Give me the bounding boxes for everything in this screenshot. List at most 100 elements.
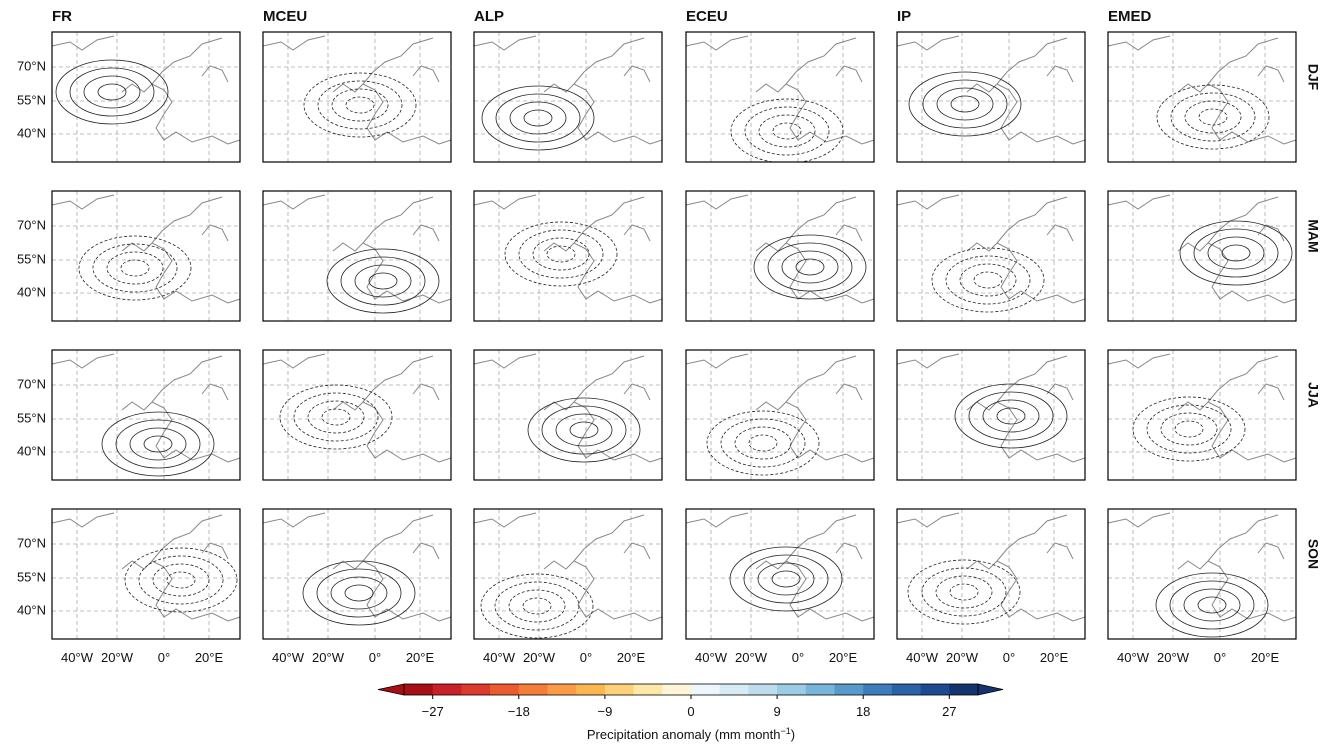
contour	[954, 383, 1068, 449]
panel-frame	[896, 31, 1086, 163]
contour	[729, 546, 843, 612]
map-panel	[896, 31, 1086, 163]
contour	[83, 75, 141, 109]
coastline	[685, 353, 875, 463]
lat-label: 40°N	[17, 602, 46, 617]
map-panel	[685, 349, 875, 481]
coastline	[896, 353, 1086, 463]
panel-frame	[473, 349, 663, 481]
column-title: ALP	[474, 8, 504, 25]
row-label: JJA	[1305, 382, 1321, 408]
lat-label: 70°N	[17, 535, 46, 550]
contour	[757, 562, 815, 596]
coastline	[262, 353, 452, 463]
panel-bg	[1108, 509, 1296, 639]
colorbar-tick-label: 0	[687, 704, 694, 719]
colorbar-bin	[719, 684, 749, 695]
contour	[302, 560, 416, 626]
panel-bg	[686, 191, 874, 321]
panel-frame	[262, 190, 452, 322]
row-label: SON	[1305, 539, 1321, 569]
coastline	[685, 35, 875, 145]
contour	[748, 434, 778, 452]
contour	[321, 408, 351, 426]
map-panel	[1107, 190, 1297, 322]
panel-frame	[51, 349, 241, 481]
lon-label: 0°	[792, 650, 804, 665]
colorbar-bin	[547, 684, 577, 695]
contour	[1146, 404, 1232, 454]
map-panel	[685, 31, 875, 163]
panel-frame	[896, 508, 1086, 640]
colorbar-tick-label: 9	[773, 704, 780, 719]
map-panel	[473, 190, 663, 322]
contour	[758, 114, 816, 148]
panel-bg	[52, 350, 240, 480]
panel-bg	[897, 350, 1085, 480]
contour	[101, 411, 215, 477]
column-title: EMED	[1108, 8, 1152, 25]
lon-label: 20°E	[617, 650, 646, 665]
colorbar-label: Precipitation anomaly (mm month−1)	[587, 726, 795, 742]
coastline	[51, 512, 241, 622]
lat-label: 40°N	[17, 443, 46, 458]
colorbar-bin	[805, 684, 835, 695]
contour	[481, 85, 595, 151]
coastline	[685, 512, 875, 622]
row-label: MAM	[1305, 219, 1321, 252]
contour	[949, 583, 979, 601]
contour	[935, 575, 993, 609]
map-panel	[473, 31, 663, 163]
contour	[907, 559, 1021, 625]
panel-bg	[52, 32, 240, 162]
colorbar-label-sup: −1	[781, 726, 791, 736]
lon-label: 40°W	[272, 650, 305, 665]
colorbar-bin	[633, 684, 663, 695]
coastline	[51, 194, 241, 304]
contour	[344, 584, 374, 602]
contour	[293, 392, 379, 442]
lon-label: 0°	[580, 650, 592, 665]
panel-bg	[686, 509, 874, 639]
contour	[166, 571, 196, 589]
panel-frame	[685, 31, 875, 163]
contour	[1156, 84, 1270, 150]
colorbar-bin	[604, 684, 635, 695]
colorbar-extend-high	[977, 683, 1004, 696]
coastline	[1107, 194, 1297, 304]
contour	[152, 563, 210, 597]
contour	[996, 407, 1026, 425]
column-title: MCEU	[263, 8, 307, 25]
map-panel	[51, 190, 241, 322]
colorbar-bin	[691, 684, 721, 695]
lon-label: 0°	[158, 650, 170, 665]
contour	[518, 229, 604, 279]
contour	[1197, 596, 1227, 614]
colorbar-bin	[432, 684, 462, 695]
lat-label: 55°N	[17, 569, 46, 584]
panel-frame	[51, 508, 241, 640]
lon-label: 0°	[369, 650, 381, 665]
lon-label: 20°W	[312, 650, 345, 665]
colorbar-extend-low	[377, 683, 405, 696]
contour	[744, 106, 830, 156]
contour	[973, 271, 1003, 289]
panel-bg	[474, 509, 662, 639]
colorbar-tick-label: −27	[422, 704, 444, 719]
contour	[1183, 588, 1241, 622]
map-panel	[473, 508, 663, 640]
panel-bg	[686, 350, 874, 480]
contour	[340, 256, 426, 306]
contour	[279, 384, 393, 450]
column-title: IP	[897, 8, 911, 25]
colorbar-bin	[490, 684, 520, 695]
contour	[522, 597, 552, 615]
panel-bg	[897, 32, 1085, 162]
panel-frame	[685, 190, 875, 322]
coastline	[473, 512, 663, 622]
contour	[546, 245, 576, 263]
panel-bg	[263, 191, 451, 321]
map-panel	[1107, 508, 1297, 640]
coastline	[473, 353, 663, 463]
lat-label: 70°N	[17, 376, 46, 391]
